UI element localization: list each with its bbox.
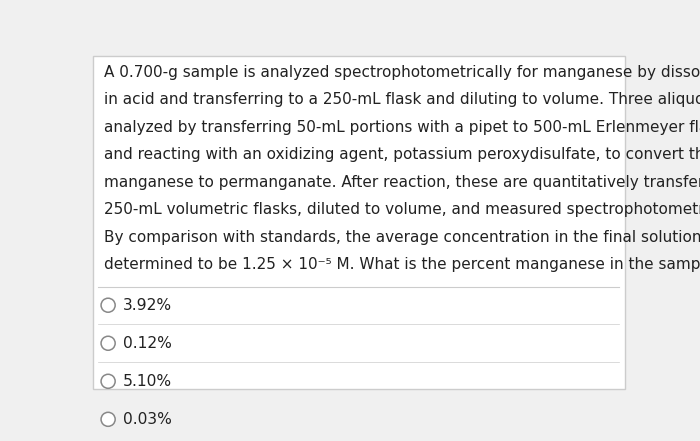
- Text: A 0.700-g sample is analyzed spectrophotometrically for manganese by dissolving : A 0.700-g sample is analyzed spectrophot…: [104, 65, 700, 80]
- Text: 250-mL volumetric flasks, diluted to volume, and measured spectrophotometrically: 250-mL volumetric flasks, diluted to vol…: [104, 202, 700, 217]
- Text: 3.92%: 3.92%: [122, 298, 172, 313]
- Ellipse shape: [101, 374, 116, 388]
- Ellipse shape: [101, 336, 116, 350]
- Text: determined to be 1.25 × 10⁻⁵ M. What is the percent manganese in the sample?: determined to be 1.25 × 10⁻⁵ M. What is …: [104, 258, 700, 273]
- Text: in acid and transferring to a 250-mL flask and diluting to volume. Three aliquot: in acid and transferring to a 250-mL fla…: [104, 92, 700, 107]
- Text: analyzed by transferring 50-mL portions with a pipet to 500-mL Erlenmeyer flasks: analyzed by transferring 50-mL portions …: [104, 120, 700, 135]
- Text: 5.10%: 5.10%: [122, 374, 172, 389]
- Ellipse shape: [101, 298, 116, 312]
- FancyBboxPatch shape: [93, 56, 624, 389]
- Text: 0.03%: 0.03%: [122, 412, 172, 427]
- Text: and reacting with an oxidizing agent, potassium peroxydisulfate, to convert the: and reacting with an oxidizing agent, po…: [104, 147, 700, 162]
- Text: 0.12%: 0.12%: [122, 336, 172, 351]
- Text: By comparison with standards, the average concentration in the final solution is: By comparison with standards, the averag…: [104, 230, 700, 245]
- Text: manganese to permanganate. After reaction, these are quantitatively transferred : manganese to permanganate. After reactio…: [104, 175, 700, 190]
- Ellipse shape: [101, 412, 116, 426]
